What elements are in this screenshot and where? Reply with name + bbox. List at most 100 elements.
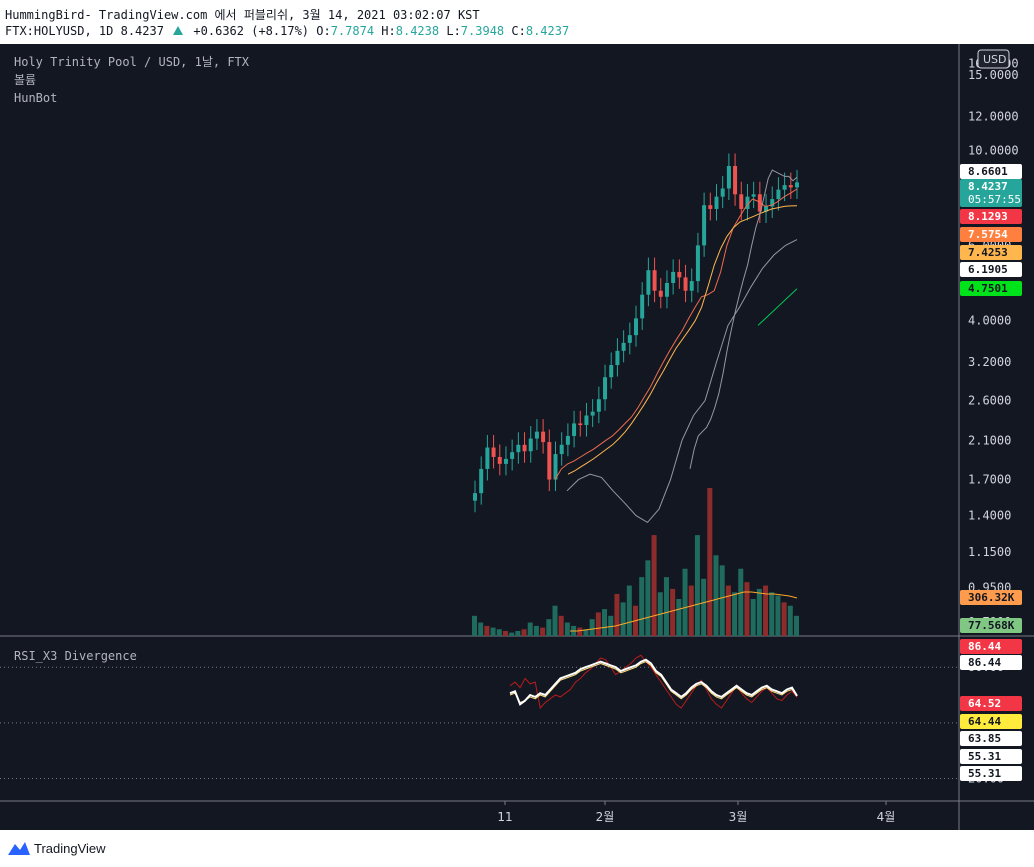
volume-bar: [564, 622, 570, 636]
price-label-4: [960, 245, 1022, 260]
volume-bar: [608, 615, 614, 636]
candle-body: [658, 290, 663, 297]
price-tick-2: 12.0000: [968, 110, 1019, 124]
candle-body: [795, 182, 799, 188]
volume-bar: [663, 577, 669, 636]
rsi-label-0: [960, 639, 1022, 654]
candle-body: [689, 281, 694, 291]
volume-bar: [496, 629, 502, 636]
volume-bar: [583, 629, 589, 636]
price-label-1-timer: 05:57:55: [968, 193, 1021, 206]
volume-bar: [750, 599, 756, 636]
candle-body: [739, 194, 744, 209]
open-label: O:: [316, 24, 331, 38]
volume-bar: [589, 619, 595, 636]
candle-body: [708, 205, 713, 209]
price-tick-7: 3.2000: [968, 355, 1011, 369]
candle-body: [782, 185, 787, 190]
price-tick-6: 4.0000: [968, 314, 1011, 328]
candle-body: [503, 458, 508, 464]
candle-body: [627, 335, 632, 343]
rsi-label-5-text: 55.31: [968, 750, 1001, 763]
rsi-label-2: [960, 696, 1022, 711]
price-label-6-text: 4.7501: [968, 282, 1008, 295]
volume-bar: [577, 627, 583, 636]
rsi-label-0-text: 86.44: [968, 640, 1001, 653]
volume-bar: [738, 568, 744, 636]
candle-body: [578, 423, 583, 426]
candle-body: [590, 411, 595, 416]
candle-body: [683, 277, 688, 291]
candle-body: [677, 271, 682, 278]
price-tick-11: 1.4000: [968, 509, 1011, 523]
trend-line: [757, 288, 798, 326]
candle-body: [485, 447, 490, 469]
low-value: 7.3948: [460, 24, 505, 38]
candle-body: [534, 431, 539, 439]
volume-bar: [502, 630, 508, 636]
price-label-0-text: 8.6601: [968, 165, 1008, 178]
symbol-ohlc-line: FTX:HOLYUSD, 1D 8.4237 +0.6362 (+8.17%) …: [5, 24, 569, 38]
volume-bar: [626, 585, 632, 636]
rsi-label-3: [960, 714, 1022, 729]
change-value: +0.6362 (+8.17%): [193, 24, 310, 38]
tradingview-logo-icon: [8, 842, 30, 855]
volume-bar: [533, 625, 539, 636]
volume-bar: [732, 592, 738, 636]
candle-body: [603, 377, 608, 400]
close-value: 8.4237: [525, 24, 570, 38]
legend-line-0: Holy Trinity Pool / USD, 1날, FTX: [14, 55, 250, 69]
price-chart[interactable]: Holy Trinity Pool / USD, 1날, FTX 볼륨 HunBot…: [0, 44, 1034, 830]
candle-body: [584, 415, 589, 426]
volume-bar: [707, 488, 713, 636]
price-label-3-text: 7.5754: [968, 228, 1008, 241]
candle-body: [565, 435, 570, 445]
volume-ma-label: [960, 590, 1022, 605]
footer: TradingView: [0, 830, 1034, 867]
ema-fast-line: [554, 188, 798, 480]
rsi-label-6: [960, 766, 1022, 781]
open-value: 7.7874: [330, 24, 375, 38]
volume-bar: [775, 595, 781, 636]
price-label-2-text: 8.1293: [968, 210, 1008, 223]
rsi-series-1: [509, 661, 798, 704]
candle-body: [516, 444, 521, 453]
ema-slow-line: [567, 205, 798, 475]
volume-bar: [620, 602, 626, 636]
candle-body: [510, 452, 515, 459]
volume-bar: [472, 615, 477, 636]
volume-bar: [602, 609, 608, 636]
candle-body: [745, 196, 750, 209]
candle-body: [646, 270, 651, 295]
volume-bar: [688, 585, 694, 636]
rsi-label-1-text: 86.44: [968, 656, 1001, 669]
candle-body: [764, 206, 769, 212]
legend-line-2: HunBot: [14, 91, 57, 105]
high-label: H:: [381, 24, 396, 38]
currency-label: USD: [983, 53, 1007, 66]
price-tick-9: 2.1000: [968, 433, 1011, 447]
candle-body: [572, 423, 577, 436]
rsi-label-2-text: 64.52: [968, 697, 1001, 710]
last-volume-label-text: 77.568K: [968, 619, 1015, 632]
currency-badge[interactable]: [977, 49, 1010, 69]
price-tick-1: 15.0000: [968, 68, 1019, 82]
rsi-series-2: [509, 658, 798, 706]
up-arrow-icon: [173, 26, 184, 35]
legend-line-1: 볼륨: [14, 73, 36, 87]
rsi-label-5: [960, 749, 1022, 764]
time-tick-2: 3월: [729, 810, 748, 824]
volume-bar: [490, 627, 496, 636]
volume-bar: [719, 565, 725, 636]
volume-bar: [682, 568, 688, 636]
price-label-1: [960, 179, 1022, 207]
volume-bar: [521, 629, 527, 636]
candle-body: [559, 444, 564, 455]
candle-body: [541, 431, 546, 443]
candle-body: [615, 350, 620, 366]
chart-header: HummingBird- TradingView.com 에서 퍼블리쉬, 3월…: [0, 0, 1034, 44]
publish-title: HummingBird- TradingView.com 에서 퍼블리쉬, 3월…: [5, 8, 480, 22]
candle-body: [751, 194, 756, 197]
candle-body: [553, 454, 558, 480]
volume-bar: [794, 615, 799, 636]
